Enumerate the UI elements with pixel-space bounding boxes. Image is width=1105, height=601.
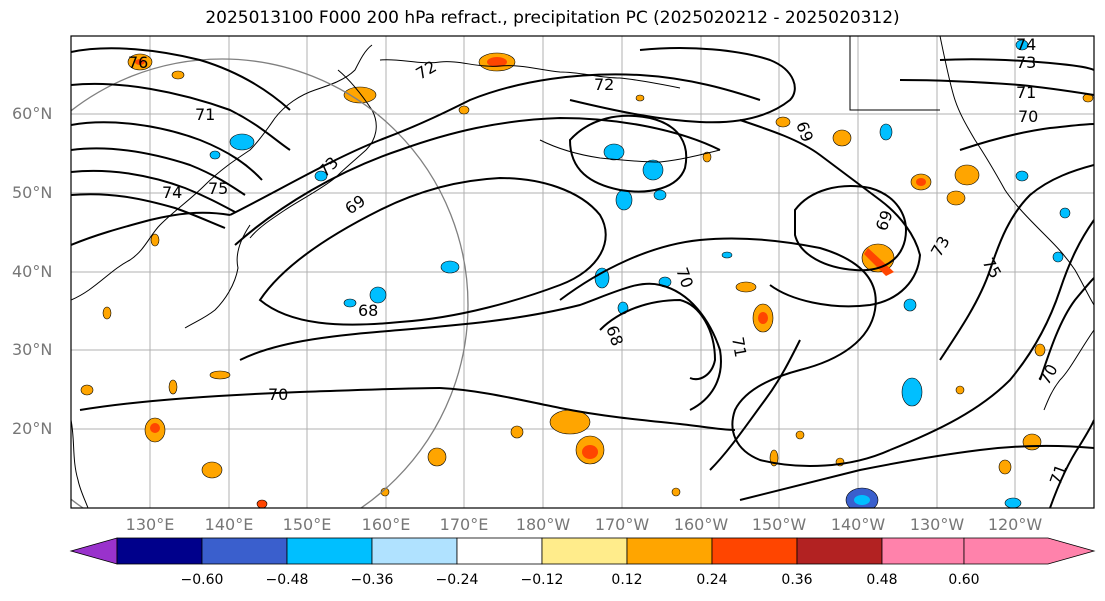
lat-label: 60°N — [12, 104, 53, 123]
colorbar-segment — [626, 537, 713, 565]
lon-label: 120°W — [987, 515, 1043, 534]
colorbar-tick: −0.48 — [265, 572, 309, 588]
colorbar-tick: 0.12 — [611, 572, 643, 588]
range-circle — [71, 58, 469, 508]
lat-label: 30°N — [12, 340, 53, 359]
contour-label: 70 — [1018, 107, 1038, 126]
lat-label: 50°N — [12, 183, 53, 202]
contour-label: 72 — [594, 75, 614, 94]
lat-label: 20°N — [12, 419, 53, 438]
contour-label: 70 — [268, 385, 288, 404]
contour-label: 73 — [1016, 53, 1036, 72]
lon-label: 140°W — [830, 515, 886, 534]
colorbar — [69, 537, 1096, 565]
colorbar-segment — [541, 537, 628, 565]
lon-label: 180°W — [515, 515, 571, 534]
colorbar-extend-high — [963, 537, 1096, 565]
coastlines — [71, 36, 1094, 508]
contour-label: 71 — [728, 335, 750, 358]
lon-label: 130°W — [909, 515, 965, 534]
lon-label: 150°W — [751, 515, 807, 534]
lat-label: 40°N — [12, 262, 53, 281]
lon-label: 150°E — [282, 515, 332, 534]
colorbar-segment — [881, 537, 965, 565]
colorbar-extend-low — [69, 537, 118, 565]
contour-label: 71 — [195, 105, 215, 124]
map-title: 2025013100 F000 200 hPa refract., precip… — [205, 8, 900, 28]
contour-label: 74 — [162, 183, 182, 202]
precipitation-patches — [80, 39, 1094, 508]
colorbar-tick: 0.24 — [696, 572, 728, 588]
contour-label: 76 — [128, 53, 148, 72]
colorbar-segment — [116, 537, 203, 565]
refractivity-contours — [71, 47, 1094, 508]
lon-label: 160°W — [673, 515, 729, 534]
colorbar-segment — [201, 537, 288, 565]
colorbar-tick: 0.48 — [866, 572, 898, 588]
contour-label: 71 — [1016, 83, 1036, 102]
colorbar-tick: −0.12 — [520, 572, 564, 588]
lon-label: 140°E — [204, 515, 254, 534]
lon-label: 160°E — [361, 515, 411, 534]
lon-label: 130°E — [125, 515, 175, 534]
colorbar-tick: 0.36 — [781, 572, 813, 588]
contour-label: 75 — [208, 179, 228, 198]
contour-label: 68 — [358, 301, 378, 320]
gridlines — [71, 36, 1094, 508]
colorbar-segment — [711, 537, 798, 565]
colorbar-segment — [371, 537, 458, 565]
lon-label: 170°W — [594, 515, 650, 534]
contour-label: 74 — [1016, 35, 1036, 54]
colorbar-tick: −0.60 — [180, 572, 224, 588]
colorbar-tick: 0.60 — [948, 572, 980, 588]
lon-label: 170°E — [439, 515, 489, 534]
map-frame — [70, 35, 1095, 509]
colorbar-tick: −0.24 — [435, 572, 479, 588]
colorbar-segment — [796, 537, 883, 565]
colorbar-segment — [286, 537, 373, 565]
colorbar-tick: −0.36 — [350, 572, 394, 588]
colorbar-segment — [456, 537, 543, 565]
